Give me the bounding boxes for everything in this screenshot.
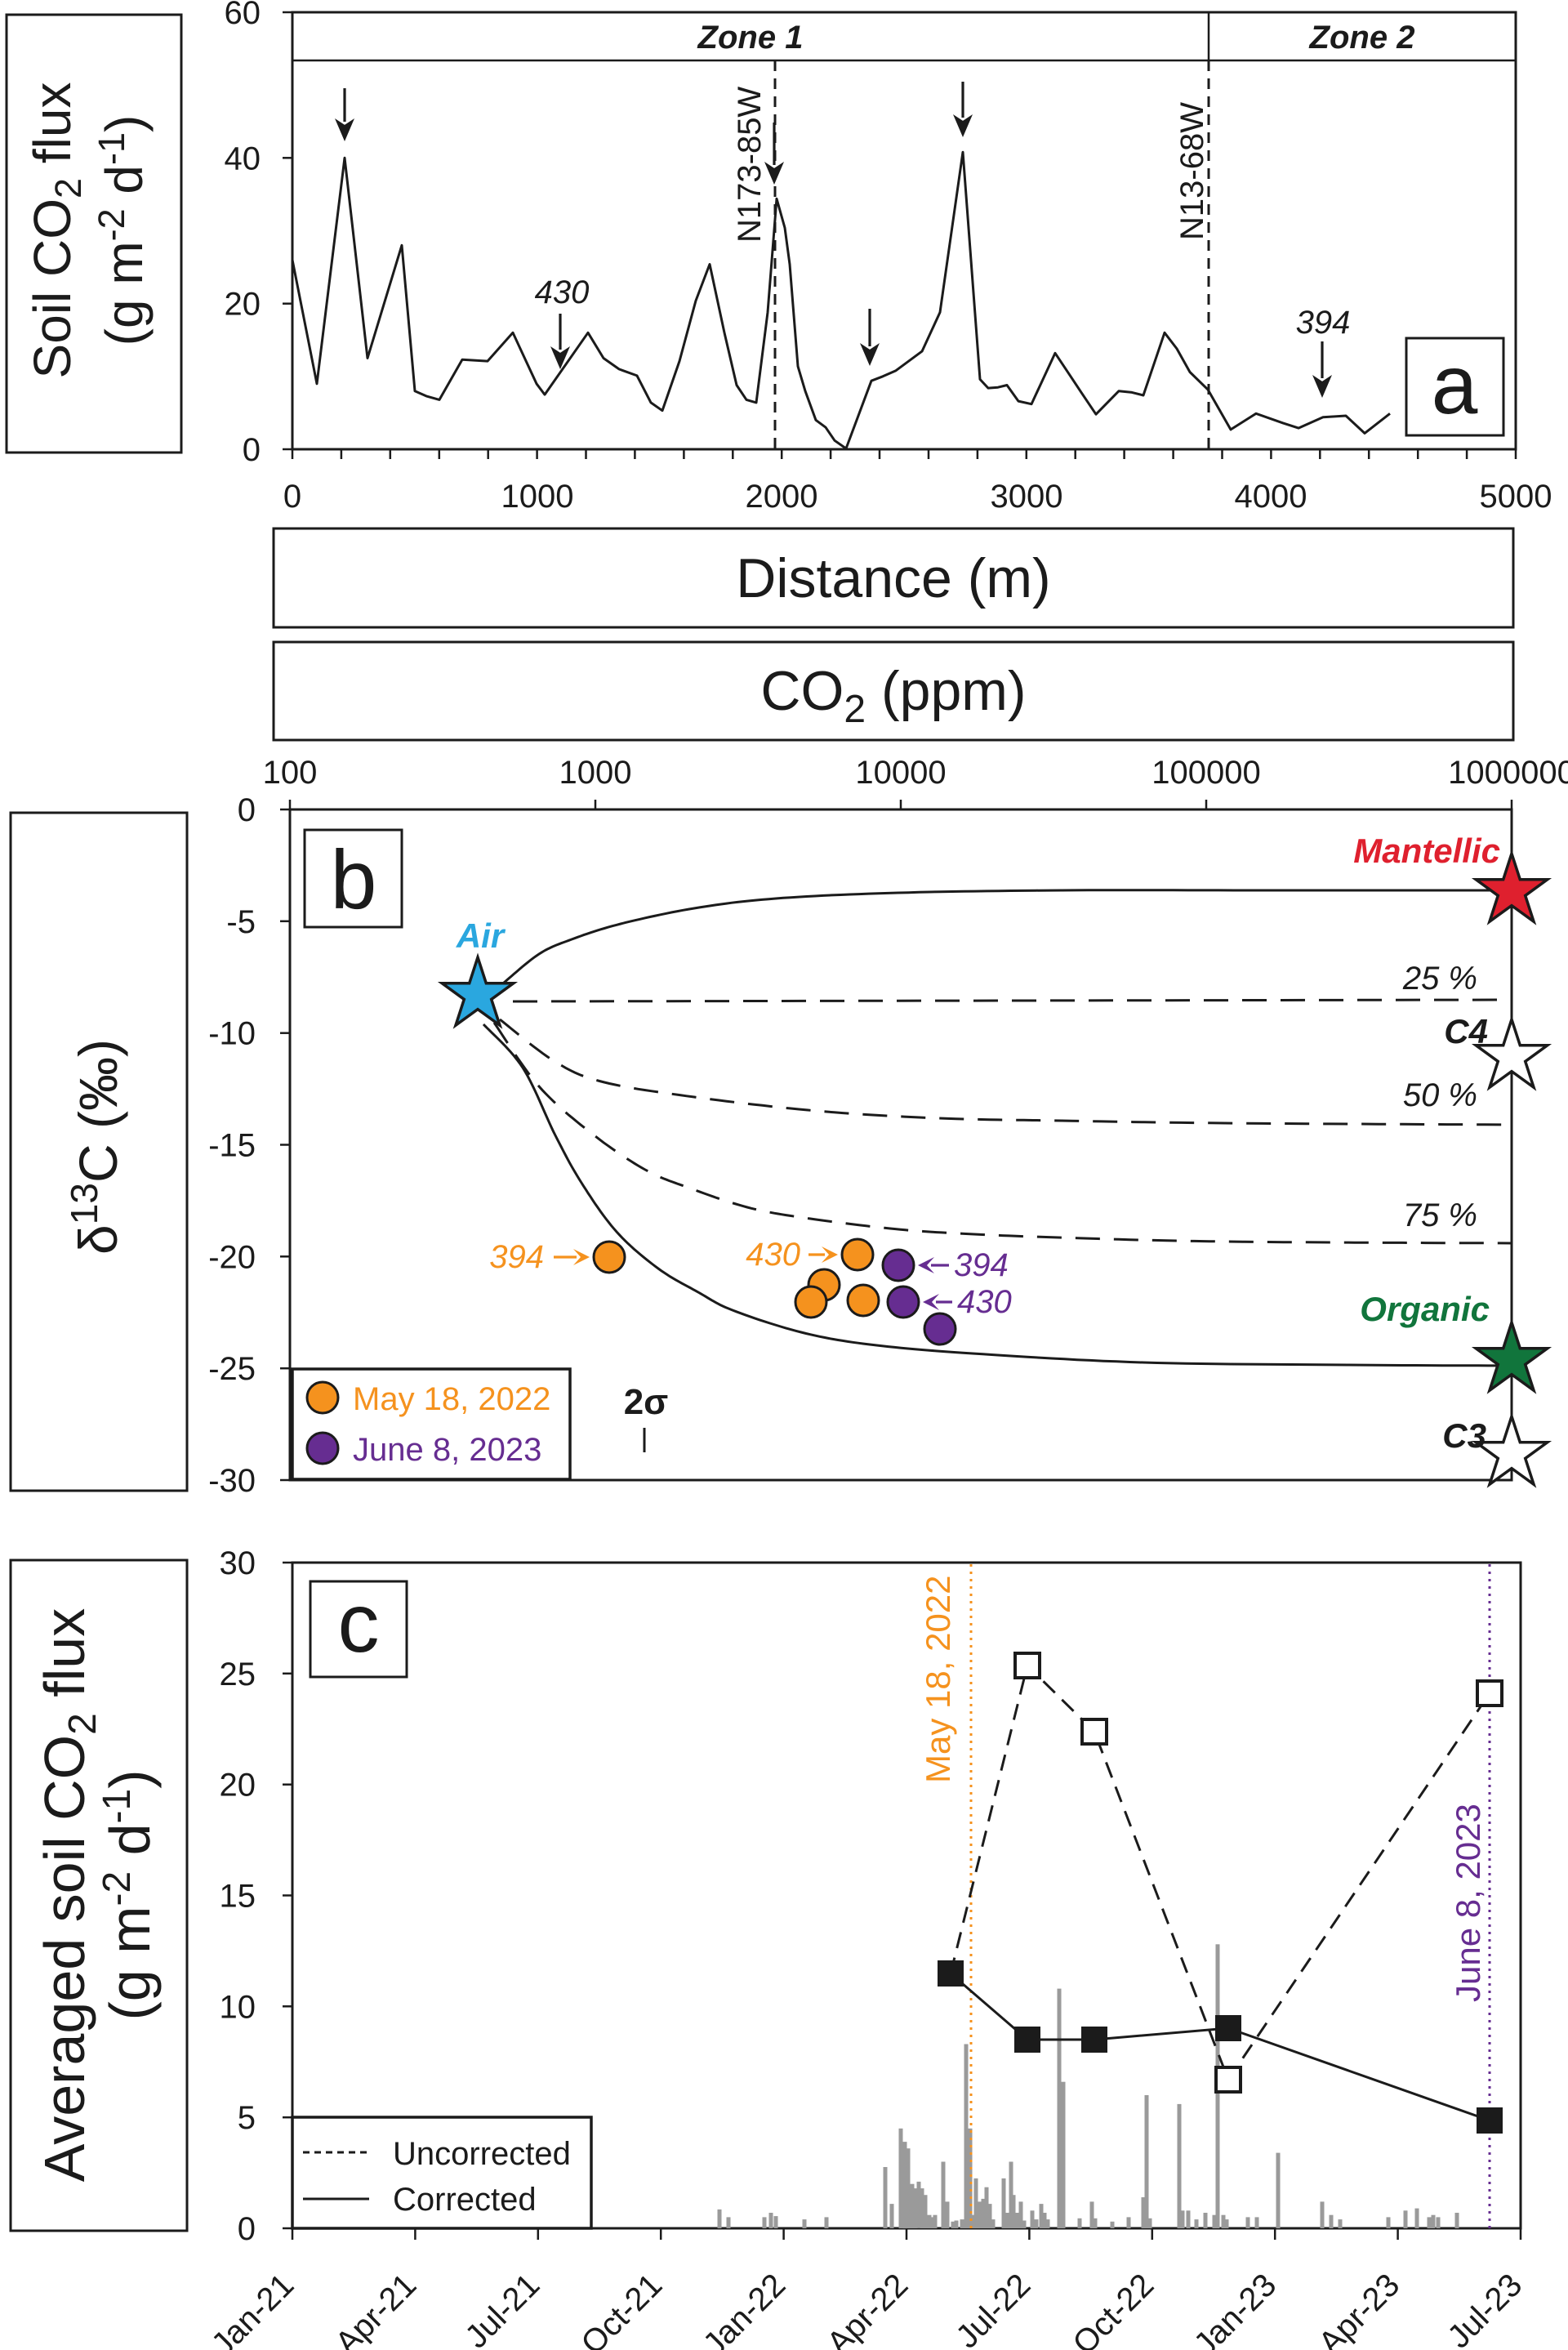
svg-text:2000: 2000 (746, 479, 818, 515)
svg-text:(g m-2 d-1): (g m-2 d-1) (91, 115, 154, 346)
svg-text:Mantellic: Mantellic (1353, 832, 1500, 870)
svg-text:0: 0 (238, 792, 256, 828)
svg-text:C4: C4 (1444, 1012, 1488, 1050)
svg-text:60: 60 (225, 0, 261, 31)
svg-text:June 8, 2023: June 8, 2023 (1449, 1804, 1487, 2002)
svg-text:394: 394 (489, 1239, 544, 1275)
svg-text:15: 15 (220, 1879, 256, 1915)
svg-text:10: 10 (220, 1989, 256, 2025)
svg-text:30: 30 (220, 1545, 256, 1581)
svg-text:75 %: 75 % (1403, 1197, 1477, 1233)
svg-text:3000: 3000 (991, 479, 1063, 515)
svg-text:May 18, 2022: May 18, 2022 (353, 1381, 550, 1417)
svg-text:25 %: 25 % (1402, 961, 1477, 997)
svg-text:-10: -10 (208, 1016, 256, 1052)
svg-text:25: 25 (220, 1657, 256, 1692)
svg-text:20: 20 (225, 287, 261, 323)
svg-text:CO2 (ppm): CO2 (ppm) (760, 660, 1026, 731)
svg-text:N13-68W: N13-68W (1174, 102, 1210, 240)
svg-text:1000: 1000 (501, 479, 574, 515)
svg-text:c: c (338, 1576, 380, 1670)
svg-text:5: 5 (238, 2100, 256, 2136)
svg-text:100: 100 (263, 755, 318, 791)
svg-text:Zone 2: Zone 2 (1309, 20, 1415, 56)
svg-text:-20: -20 (208, 1239, 256, 1275)
svg-text:Distance (m): Distance (m) (736, 547, 1050, 609)
svg-text:-25: -25 (208, 1351, 256, 1387)
svg-text:430: 430 (746, 1237, 800, 1273)
svg-text:4000: 4000 (1235, 479, 1307, 515)
svg-text:Organic: Organic (1360, 1290, 1490, 1328)
svg-text:20: 20 (220, 1768, 256, 1804)
svg-text:N173-85W: N173-85W (732, 87, 768, 243)
svg-text:100000: 100000 (1152, 755, 1260, 791)
svg-text:5000: 5000 (1480, 479, 1552, 515)
svg-text:1000: 1000 (559, 755, 632, 791)
svg-text:394: 394 (954, 1247, 1009, 1283)
svg-text:C3: C3 (1442, 1416, 1486, 1455)
svg-text:394: 394 (1296, 305, 1351, 341)
svg-text:-5: -5 (226, 904, 256, 940)
svg-text:Corrected: Corrected (393, 2182, 537, 2218)
svg-text:430: 430 (957, 1284, 1012, 1320)
svg-text:May 18, 2022: May 18, 2022 (919, 1575, 957, 1783)
svg-text:-15: -15 (208, 1128, 256, 1164)
svg-text:50 %: 50 % (1403, 1077, 1477, 1113)
svg-text:0: 0 (283, 479, 301, 515)
svg-text:Soil CO2 flux: Soil CO2 flux (23, 82, 89, 379)
svg-text:2σ: 2σ (624, 1382, 669, 1422)
svg-text:0: 0 (243, 432, 261, 468)
svg-text:40: 40 (225, 140, 261, 176)
svg-text:0: 0 (238, 2211, 256, 2247)
svg-text:Air: Air (456, 916, 506, 955)
svg-text:Averaged soil CO2 flux: Averaged soil CO2 flux (33, 1608, 105, 2182)
svg-text:Uncorrected: Uncorrected (393, 2136, 571, 2172)
svg-text:June 8, 2023: June 8, 2023 (353, 1432, 541, 1468)
svg-text:-30: -30 (208, 1463, 256, 1499)
svg-text:b: b (331, 833, 377, 926)
svg-text:a: a (1432, 338, 1478, 431)
svg-text:430: 430 (535, 274, 590, 310)
svg-text:10000: 10000 (855, 755, 946, 791)
svg-text:Zone 1: Zone 1 (697, 20, 804, 56)
svg-text:1000000: 1000000 (1448, 755, 1568, 791)
